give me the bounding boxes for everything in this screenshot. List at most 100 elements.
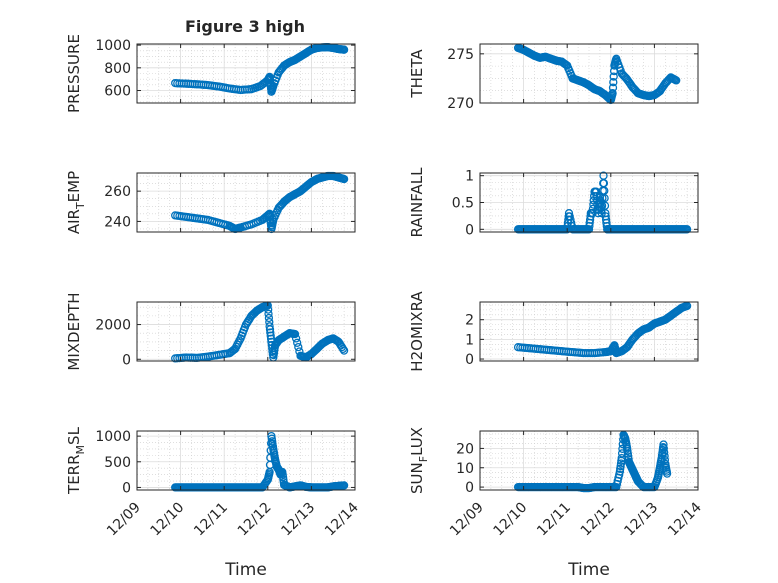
data-point — [681, 225, 691, 234]
y-ticks: 0 500 1000 — [95, 429, 355, 496]
major-grid — [136, 173, 356, 232]
y-tick-label: 270 — [447, 96, 474, 112]
data-point — [245, 85, 254, 94]
data-point — [265, 469, 274, 478]
subplot-6: 0 1 2 H2OMIXRA — [408, 291, 699, 372]
data-point — [294, 342, 303, 352]
data-point — [659, 444, 668, 453]
y-ticks: 600 800 1000 — [95, 38, 355, 100]
data-point — [616, 459, 626, 468]
series-points — [171, 431, 349, 492]
y-axis-label: AIRTEMP — [65, 171, 87, 234]
y-ticks: 270 275 — [447, 47, 698, 112]
y-tick-label: 260 — [104, 184, 131, 200]
data-point — [603, 92, 612, 102]
y-axis-label: TERRMSL — [65, 426, 87, 495]
y-tick-label: 1 — [465, 169, 474, 185]
data-point — [264, 309, 273, 318]
data-point — [293, 338, 302, 347]
y-ticks: 0 1 2 — [465, 313, 698, 368]
data-point — [660, 451, 669, 461]
axes-box — [479, 43, 699, 104]
data-point — [623, 449, 633, 458]
minor-grid — [480, 431, 698, 490]
y-tick-label: 0 — [465, 352, 474, 368]
y-tick-label: 1 — [465, 332, 474, 348]
data-point — [289, 329, 299, 339]
y-tick-label: 10 — [456, 461, 474, 477]
data-point — [291, 334, 301, 343]
y-tick-label: 0 — [465, 222, 474, 238]
data-point — [227, 347, 236, 356]
y-tick-label: 2000 — [95, 318, 131, 334]
data-point — [660, 448, 669, 457]
axes-box — [136, 43, 356, 104]
subplot-2: 270 275 THETA — [408, 43, 699, 112]
data-point — [670, 75, 680, 84]
y-ticks: 0 10 20 — [456, 441, 698, 496]
minor-grid — [137, 431, 355, 490]
series-points — [513, 43, 681, 105]
data-point — [559, 59, 569, 68]
x-ticks — [479, 302, 699, 361]
x-ticks — [479, 173, 699, 232]
y-axis-label: H2OMIXRA — [408, 291, 426, 372]
y-tick-label: 0.5 — [452, 196, 474, 212]
data-point — [660, 455, 670, 465]
series-points — [513, 171, 692, 234]
y-ticks: 0 2000 — [95, 318, 355, 368]
data-point — [608, 83, 618, 92]
y-tick-label: 2 — [465, 313, 474, 329]
axes-box — [479, 430, 699, 491]
data-point — [338, 174, 348, 183]
data-point — [264, 313, 274, 323]
data-point — [662, 467, 671, 476]
data-point — [265, 325, 275, 334]
y-axis-label: RAINFALL — [408, 167, 426, 238]
y-ticks: 00.51 — [452, 169, 698, 238]
data-point — [309, 347, 318, 357]
subplot-5: 0 2000 MIXDEPTH — [65, 292, 356, 371]
y-ticks: 240 260 — [104, 184, 355, 230]
data-point — [653, 475, 662, 484]
data-point — [338, 344, 348, 354]
y-tick-label: 240 — [104, 214, 131, 230]
data-point — [609, 78, 618, 87]
data-point — [619, 71, 629, 81]
y-tick-label: 0 — [122, 352, 131, 368]
subplot-1: 600 800 1000 PRESSURE — [65, 34, 356, 113]
data-point — [609, 72, 618, 81]
series-points — [513, 301, 692, 358]
x-ticks — [136, 302, 356, 361]
data-point — [337, 342, 347, 352]
data-point — [235, 336, 244, 345]
y-tick-label: 600 — [104, 84, 131, 100]
figure-title: Figure 3 high — [185, 17, 305, 36]
y-tick-label: 275 — [447, 47, 474, 63]
y-tick-label: 1000 — [95, 429, 131, 445]
data-point — [338, 45, 348, 54]
minor-grid — [137, 44, 355, 103]
data-point — [266, 334, 276, 343]
subplot-3: 240 260 AIRTEMP — [65, 171, 356, 234]
data-point — [265, 322, 274, 331]
data-point — [264, 305, 273, 314]
x-ticks — [479, 44, 699, 103]
y-tick-label: 1000 — [95, 38, 131, 54]
y-axis-label: THETA — [408, 49, 426, 99]
data-point — [630, 332, 639, 342]
y-axis-label: SUNFLUX — [408, 427, 430, 494]
series-points — [513, 430, 672, 493]
data-point — [615, 470, 624, 479]
y-axis-label: PRESSURE — [65, 34, 83, 113]
data-point — [338, 481, 348, 490]
axes-box — [136, 172, 356, 233]
x-axis-label: Time — [567, 560, 610, 580]
data-point — [624, 455, 633, 464]
data-point — [681, 302, 691, 311]
y-tick-label: 0 — [122, 480, 131, 496]
axes-box — [479, 301, 699, 362]
data-point — [276, 201, 286, 210]
data-point — [600, 201, 610, 210]
